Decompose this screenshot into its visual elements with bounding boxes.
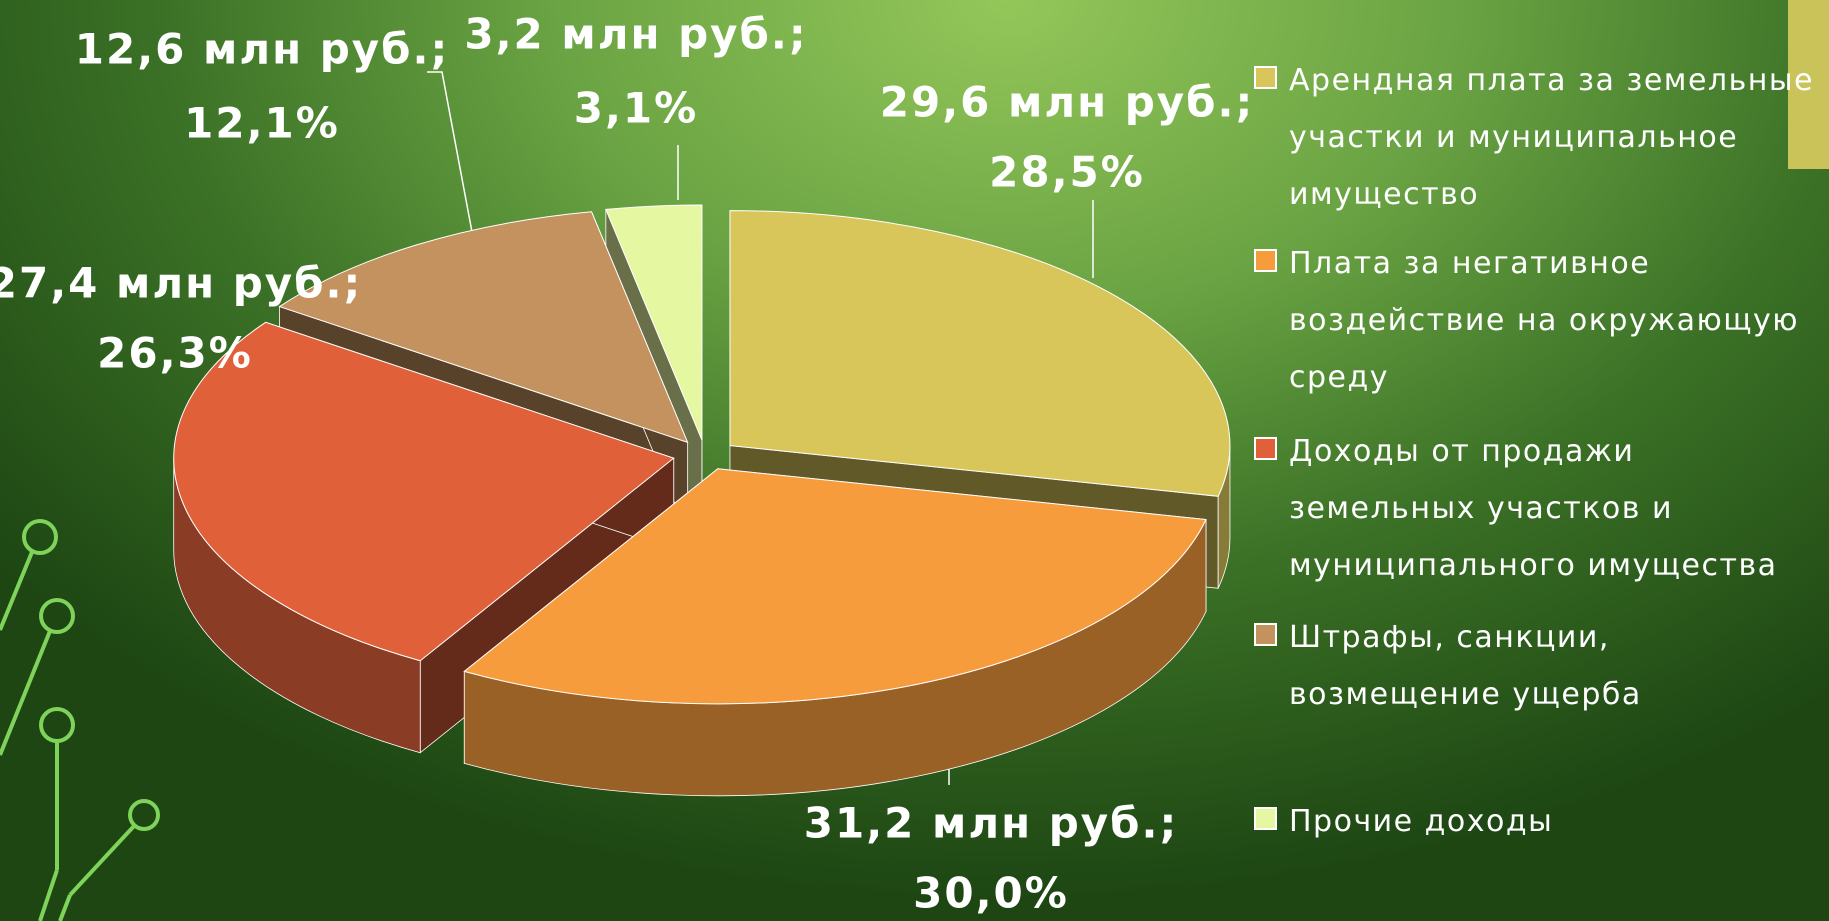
slice-top — [605, 204, 703, 441]
legend-item: Прочие доходы — [1254, 793, 1824, 850]
data-label-percent: 28,5% — [989, 148, 1145, 197]
legend-swatch — [1254, 623, 1277, 646]
slice-top — [173, 321, 675, 662]
legend-swatch — [1254, 807, 1277, 830]
legend-item: Доходы от продажи земельных участков и м… — [1254, 423, 1824, 594]
legend-label: Арендная плата за земельные участки и му… — [1289, 63, 1815, 212]
slice — [463, 467, 1207, 797]
data-label: 3,2 млн руб.; — [464, 10, 807, 59]
data-label: 31,2 млн руб.; — [804, 799, 1179, 848]
data-label: 12,6 млн руб.; — [75, 25, 450, 74]
legend-item: Арендная плата за земельные участки и му… — [1254, 52, 1824, 223]
data-label-percent: 3,1% — [574, 84, 698, 133]
data-label: 27,4 млн руб.; — [0, 259, 362, 308]
legend-swatch — [1254, 66, 1277, 89]
legend-label: Доходы от продажи земельных участков и м… — [1289, 434, 1778, 583]
data-label-percent: 26,3% — [97, 329, 253, 378]
slice-top — [729, 210, 1231, 497]
leader-lines — [427, 71, 1094, 785]
legend-item: Штрафы, санкции, возмещение ущерба — [1254, 609, 1824, 723]
legend-label: Прочие доходы — [1289, 804, 1554, 839]
legend-swatch — [1254, 437, 1277, 460]
data-label-percent: 12,1% — [184, 99, 340, 148]
legend-label: Штрафы, санкции, возмещение ущерба — [1289, 620, 1642, 712]
legend-swatch — [1254, 249, 1277, 272]
slice-top — [278, 211, 689, 444]
legend-label: Плата за негативное воздействие на окруж… — [1289, 246, 1800, 395]
data-label-percent: 30,0% — [913, 869, 1069, 918]
pie — [173, 204, 1231, 797]
slice-top — [463, 468, 1207, 705]
legend-item: Плата за негативное воздействие на окруж… — [1254, 235, 1824, 406]
data-label: 29,6 млн руб.; — [880, 78, 1255, 127]
